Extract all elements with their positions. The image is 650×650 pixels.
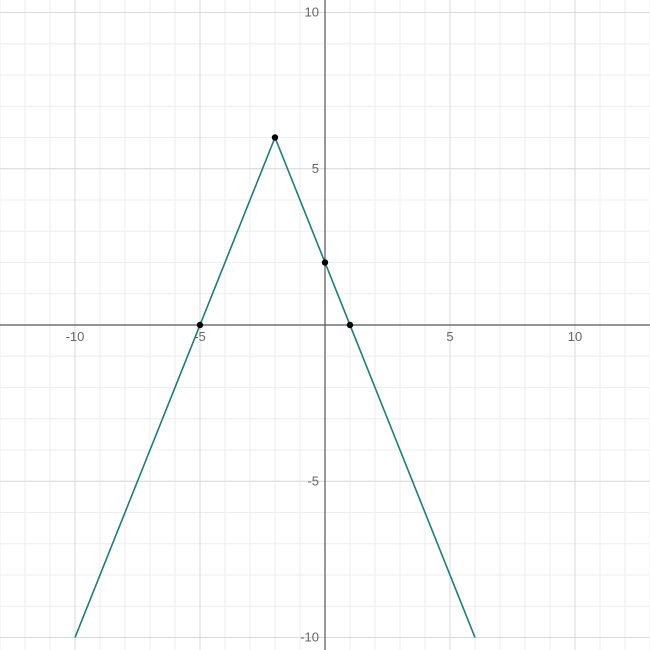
svg-text:-10: -10 xyxy=(300,630,319,645)
svg-text:-10: -10 xyxy=(66,329,85,344)
svg-text:10: 10 xyxy=(305,5,319,20)
svg-text:-5: -5 xyxy=(307,473,319,488)
svg-text:5: 5 xyxy=(312,161,319,176)
svg-text:5: 5 xyxy=(446,329,453,344)
svg-text:10: 10 xyxy=(568,329,582,344)
axes xyxy=(0,0,650,650)
coordinate-plane-chart: -10-5510105-5-10 xyxy=(0,0,650,650)
